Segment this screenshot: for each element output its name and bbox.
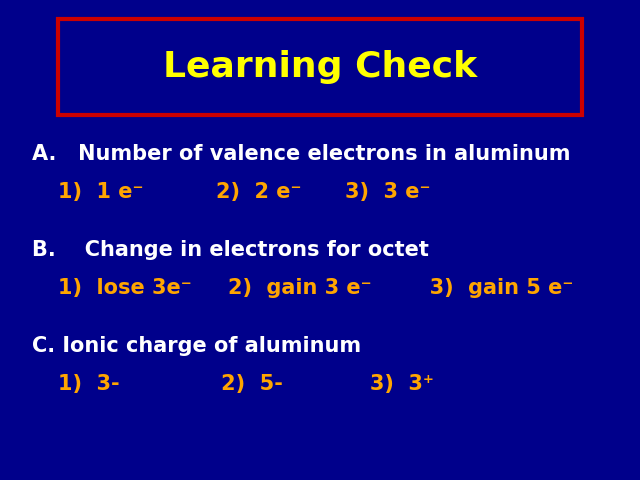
Text: A.   Number of valence electrons in aluminum: A. Number of valence electrons in alumin… — [32, 144, 570, 164]
Text: 1)  1 e⁻          2)  2 e⁻      3)  3 e⁻: 1) 1 e⁻ 2) 2 e⁻ 3) 3 e⁻ — [58, 182, 430, 202]
Text: 1)  3-              2)  5-            3)  3⁺: 1) 3- 2) 5- 3) 3⁺ — [58, 374, 433, 394]
FancyBboxPatch shape — [58, 19, 582, 115]
Text: B.    Change in electrons for octet: B. Change in electrons for octet — [32, 240, 429, 260]
Text: Learning Check: Learning Check — [163, 50, 477, 84]
Text: C. Ionic charge of aluminum: C. Ionic charge of aluminum — [32, 336, 361, 356]
Text: 1)  lose 3e⁻     2)  gain 3 e⁻        3)  gain 5 e⁻: 1) lose 3e⁻ 2) gain 3 e⁻ 3) gain 5 e⁻ — [58, 278, 573, 298]
